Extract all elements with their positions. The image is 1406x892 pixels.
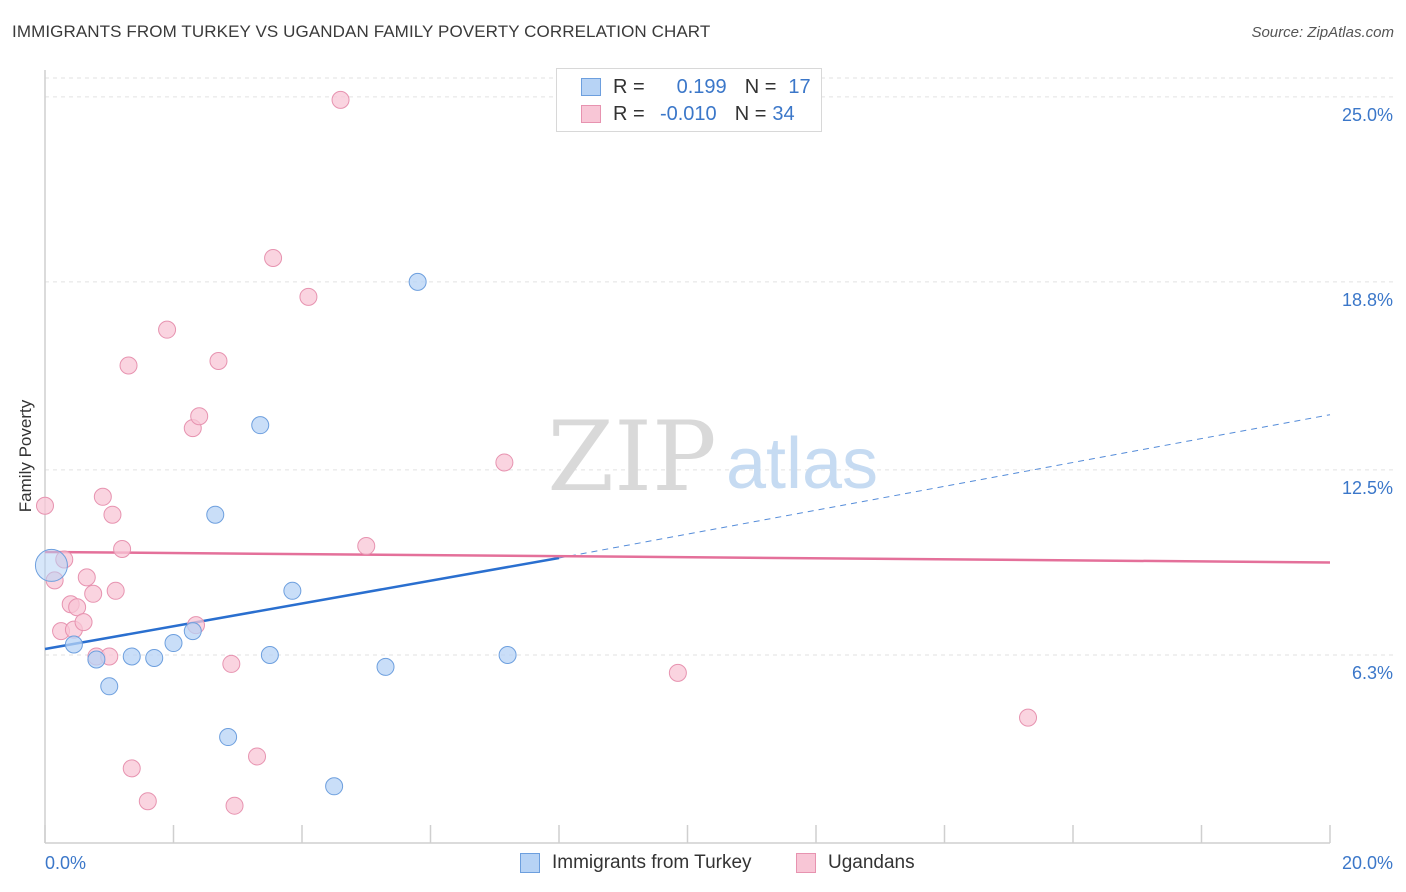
point-immigrants-from-turkey xyxy=(183,622,202,641)
legend-row-turkey: R = 0.199 N = 17 xyxy=(581,75,811,99)
n-value: 17 xyxy=(788,75,811,98)
point-ugandans xyxy=(264,249,283,268)
point-ugandans xyxy=(248,747,267,766)
point-ugandans xyxy=(106,581,125,600)
point-ugandans xyxy=(331,90,350,109)
point-immigrants-from-turkey xyxy=(100,677,119,696)
point-ugandans xyxy=(93,487,112,506)
n-label: N = xyxy=(734,102,767,125)
r-value: 0.199 xyxy=(676,75,727,98)
y-axis-label: Family Poverty xyxy=(16,399,35,513)
point-ugandans xyxy=(299,287,318,306)
watermark-zip: ZIP xyxy=(547,401,716,513)
point-immigrants-from-turkey xyxy=(206,505,225,524)
point-ugandans xyxy=(113,540,132,559)
chart-title: IMMIGRANTS FROM TURKEY VS UGANDAN FAMILY… xyxy=(12,22,711,41)
point-immigrants-from-turkey xyxy=(251,416,270,435)
point-ugandans xyxy=(119,356,138,375)
point-ugandans xyxy=(122,759,141,778)
legend-swatch-blue xyxy=(581,78,601,96)
watermark: ZIP atlas xyxy=(547,401,878,513)
legend-swatch-pink xyxy=(796,853,816,873)
point-ugandans xyxy=(357,537,376,556)
point-ugandans xyxy=(1019,708,1038,727)
point-ugandans xyxy=(158,320,177,339)
r-label: R = xyxy=(613,102,645,125)
trend-line-turkey xyxy=(44,556,560,651)
n-label: N = xyxy=(744,75,777,98)
source-attribution: Source: ZipAtlas.com xyxy=(1251,24,1394,41)
point-ugandans xyxy=(74,613,93,632)
grid-lines xyxy=(45,77,1395,656)
y-tick-label: 25.0% xyxy=(1342,105,1393,125)
series-legend: Immigrants from Turkey Ugandans xyxy=(0,852,1406,878)
point-immigrants-from-turkey xyxy=(64,635,83,654)
point-immigrants-from-turkey xyxy=(219,728,238,747)
point-ugandans xyxy=(495,453,514,472)
point-ugandans xyxy=(84,584,103,603)
legend-label-ugandans: Ugandans xyxy=(828,852,915,873)
point-immigrants-from-turkey xyxy=(283,581,302,600)
y-tick-label: 12.5% xyxy=(1342,478,1393,498)
legend-swatch-pink xyxy=(581,105,601,123)
trend-lines xyxy=(44,414,1331,651)
point-ugandans xyxy=(77,568,96,587)
point-ugandans xyxy=(209,351,228,370)
n-value: 34 xyxy=(772,102,795,125)
r-label: R = xyxy=(613,75,645,98)
point-immigrants-from-turkey xyxy=(498,645,517,664)
point-ugandans xyxy=(190,407,209,426)
point-immigrants-from-turkey xyxy=(145,648,164,667)
point-ugandans xyxy=(668,663,687,682)
legend-row-ugandans: R = -0.010 N = 34 xyxy=(581,102,795,126)
watermark-atlas: atlas xyxy=(726,424,878,504)
legend-item-ugandans: Ugandans xyxy=(796,852,915,874)
trend-line-turkey-extension xyxy=(558,414,1331,559)
point-ugandans xyxy=(222,654,241,673)
point-immigrants-from-turkey xyxy=(34,548,68,582)
correlation-legend: R = 0.199 N = 17 R = -0.010 N = 34 xyxy=(556,68,822,132)
x-tick-label-min: 0.0% xyxy=(45,853,86,873)
point-immigrants-from-turkey xyxy=(260,645,279,664)
point-immigrants-from-turkey xyxy=(376,657,395,676)
point-immigrants-from-turkey xyxy=(408,272,427,291)
point-immigrants-from-turkey xyxy=(164,634,183,653)
point-immigrants-from-turkey xyxy=(122,647,141,666)
legend-label-turkey: Immigrants from Turkey xyxy=(552,852,752,873)
point-ugandans xyxy=(68,598,87,617)
axes xyxy=(44,70,1331,844)
tick-labels: 6.3% 12.5% 18.8% 25.0% 0.0% 20.0% xyxy=(45,105,1393,873)
y-tick-label: 6.3% xyxy=(1352,663,1393,683)
y-tick-label: 18.8% xyxy=(1342,290,1393,310)
point-ugandans xyxy=(103,505,122,524)
point-immigrants-from-turkey xyxy=(325,777,344,796)
r-value: -0.010 xyxy=(659,102,717,125)
point-ugandans xyxy=(138,792,157,811)
point-immigrants-from-turkey xyxy=(87,650,106,669)
point-ugandans xyxy=(36,496,54,515)
legend-item-turkey: Immigrants from Turkey xyxy=(520,852,752,874)
x-tick-label-max: 20.0% xyxy=(1342,853,1393,873)
legend-swatch-blue xyxy=(520,853,540,873)
point-ugandans xyxy=(225,796,244,815)
data-points xyxy=(34,90,1038,815)
trend-line-ugandans xyxy=(44,550,1331,564)
